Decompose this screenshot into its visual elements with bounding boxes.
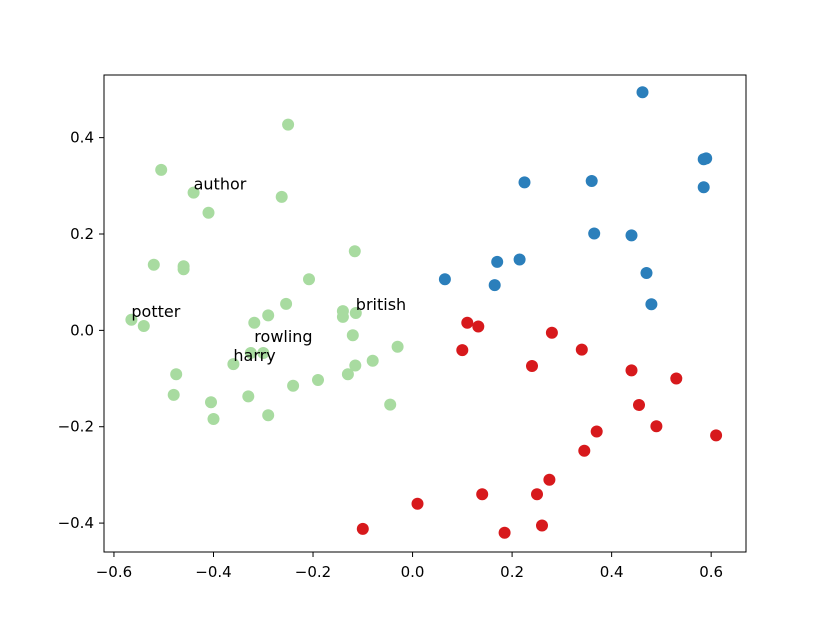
scatter-point [303,273,315,286]
scatter-point [640,267,653,279]
word-label-rowling: rowling [254,327,312,346]
y-tick-label: 0.2 [70,225,94,243]
scatter-point [411,497,424,510]
scatter-point [137,320,150,332]
scatter-point [526,360,538,372]
scatter-point [625,364,638,377]
y-tick-label: −0.4 [58,514,94,532]
scatter-point [275,190,288,203]
scatter-point [336,310,349,323]
y-tick-label: 0.4 [70,129,94,147]
scatter-point [207,413,220,425]
scatter-point [461,316,474,329]
scatter-point [518,176,531,189]
word-label-harry: harry [233,346,275,365]
scatter-point [366,354,379,367]
scatter-point [438,273,451,286]
y-tick-label: 0.0 [70,321,94,339]
scatter-point [282,118,295,131]
scatter-point [348,245,361,258]
scatter-point [472,320,485,333]
x-tick-label: −0.2 [295,563,331,581]
scatter-point [531,488,543,501]
word-label-potter: potter [131,302,180,321]
scatter-point [262,309,275,322]
scatter-point [202,206,215,219]
scatter-point [349,307,362,319]
scatter-point [187,186,200,199]
scatter-point [585,175,598,187]
scatter-point [636,86,649,99]
x-tick-label: −0.6 [96,563,132,581]
x-tick-label: −0.4 [195,563,231,581]
scatter-point [543,473,556,486]
scatter-point [384,398,397,411]
scatter-point [710,429,723,442]
scatter-point [575,343,588,356]
scatter-point [280,297,293,310]
y-tick-label: −0.2 [58,418,94,436]
scatter-point [697,181,710,194]
scatter-point [170,368,183,381]
x-tick-label: 0.4 [600,563,624,581]
x-tick-label: 0.0 [401,563,425,581]
scatter-point [697,153,710,166]
scatter-point [590,425,603,438]
scatter-point [257,347,270,359]
scatter-point [312,374,324,386]
scatter-point [476,488,489,501]
scatter-point [456,344,469,357]
scatter-point [177,263,190,276]
scatter-point [262,409,275,422]
axes-layer: −0.6 −0.4 −0.2 0.0 0.2 0.4 0.6 −0.4 −0.2 0.0 0.2 0.… [58,129,724,581]
scatter-point [650,420,663,433]
scatter-point [356,522,369,535]
scatter-point [205,396,217,409]
scatter-point [125,313,138,326]
x-tick-label: 0.6 [699,563,723,581]
scatter-point [349,359,362,372]
scatter-point [513,253,526,266]
scatter-point [625,229,638,242]
scatter-point [287,379,300,392]
scatter-point [147,258,160,271]
word-label-author: author [194,175,247,194]
scatter-point [242,390,255,403]
scatter-point [645,298,658,311]
scatter-point [155,163,168,176]
scatter-point [488,279,501,292]
scatter-point [588,227,601,240]
scatter-point [244,347,257,359]
scatter-point [545,326,558,339]
scatter-point [633,399,645,411]
scatter-point [346,329,359,342]
scatter-point [391,340,404,353]
scatter-point [491,255,504,268]
word-label-british: british [356,295,406,314]
plot-layer [125,86,723,539]
plot-frame [103,74,747,553]
scatter-point [498,526,511,539]
scatter-point [227,358,240,371]
scatter-point [167,388,180,401]
scatter-point [341,368,354,381]
x-tick-label: 0.2 [500,563,524,581]
scatter-point [578,444,591,457]
scatter-point [536,519,548,532]
scatter-point [670,372,683,385]
scatter-point [248,316,261,329]
